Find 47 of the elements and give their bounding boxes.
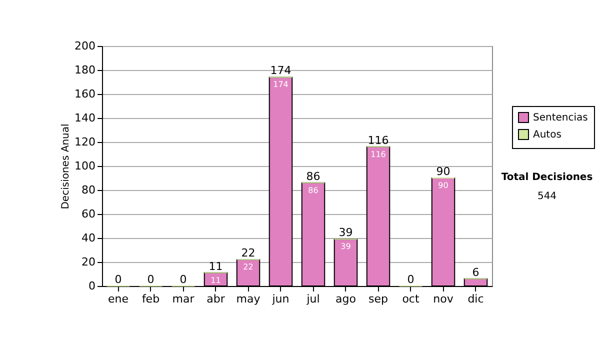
total-label: 22 (241, 246, 256, 260)
data-label: 86 (308, 186, 318, 195)
total-label: 11 (208, 260, 223, 273)
y-tick-label: 180 (74, 64, 96, 76)
x-tick-label: nov (433, 292, 454, 306)
data-label: 22 (243, 262, 254, 272)
total-label: 0 (180, 273, 187, 286)
total-label: 0 (147, 273, 154, 286)
total-label: 116 (368, 134, 389, 147)
data-label: 116 (370, 150, 386, 159)
x-tick-label: may (236, 292, 261, 306)
total-label: 6 (472, 266, 480, 279)
x-tick-label: ene (108, 292, 129, 306)
y-tick-label: 0 (88, 280, 96, 292)
y-tick-label: 140 (74, 112, 96, 124)
x-tick-label: sep (368, 292, 388, 306)
total-label: 0 (114, 273, 122, 286)
legend-label: Autos (533, 130, 562, 140)
total-label: 39 (338, 226, 353, 240)
text: 544 (536, 191, 558, 202)
y-tick-label: 160 (74, 88, 96, 100)
total-label: 86 (306, 170, 320, 183)
x-tick-label: jul (306, 292, 320, 306)
y-tick-label: 100 (74, 160, 96, 172)
x-tick-label: jun (271, 292, 290, 306)
data-label: 39 (340, 242, 351, 252)
x-tick-label: feb (142, 292, 160, 306)
y-tick-label: 60 (82, 208, 96, 220)
data-label: 11 (210, 276, 221, 285)
y-tick-label: 20 (82, 256, 96, 268)
total-label: 90 (436, 165, 450, 178)
y-tick-label: 80 (82, 184, 96, 196)
total-label: 0 (407, 273, 414, 286)
x-tick-label: abr (206, 292, 226, 306)
text: Total Decisiones (500, 172, 594, 183)
data-label: 90 (438, 181, 448, 190)
total-label: 174 (270, 64, 292, 78)
y-axis-title: Decisiones Anual (60, 124, 72, 210)
x-tick-label: oct (402, 292, 420, 306)
y-tick-label: 40 (82, 232, 96, 244)
x-tick-label: dic (468, 292, 484, 306)
data-label: 174 (273, 80, 288, 90)
legend-label: Sentencias (533, 112, 588, 124)
x-tick-label: ago (336, 292, 356, 306)
y-tick-label: 200 (74, 40, 96, 52)
y-tick-label: 120 (74, 136, 96, 148)
x-tick-label: mar (172, 292, 195, 306)
